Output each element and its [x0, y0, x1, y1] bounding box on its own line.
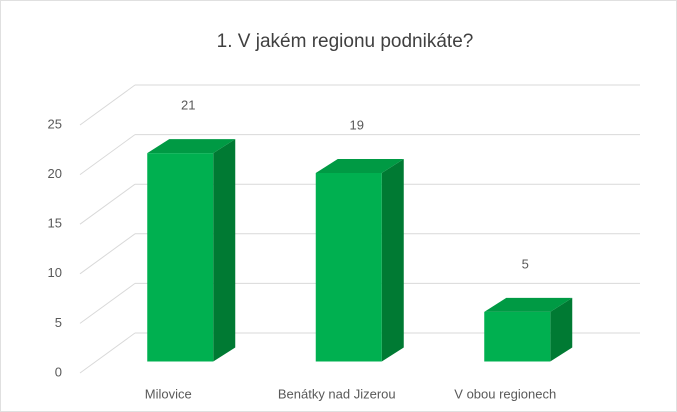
grid-line	[79, 282, 136, 324]
bar-front	[147, 153, 214, 362]
y-tick-label: 20	[48, 166, 62, 181]
bar	[484, 297, 573, 362]
data-label: 5	[522, 256, 529, 271]
bar-side	[381, 159, 404, 362]
bar-side	[550, 297, 573, 362]
x-tick-label: Milovice	[145, 386, 192, 401]
bar-front	[315, 173, 382, 362]
bar-top	[484, 297, 573, 312]
bar-front	[484, 311, 551, 362]
grid-line	[79, 332, 136, 374]
x-tick-label: V obou regionech	[454, 386, 556, 401]
grid-line	[79, 183, 136, 225]
y-tick-label: 25	[48, 116, 62, 131]
bar	[147, 139, 236, 362]
bar-top	[147, 139, 236, 154]
grid-line	[79, 134, 136, 176]
grid-line	[79, 84, 136, 126]
y-tick-label: 10	[48, 265, 62, 280]
data-label: 19	[350, 117, 364, 132]
bar-top	[315, 159, 404, 174]
grid-line	[79, 233, 136, 275]
data-label: 21	[181, 98, 195, 113]
y-tick-label: 15	[48, 216, 62, 231]
y-tick-label: 5	[55, 315, 62, 330]
x-tick-label: Benátky nad Jizerou	[278, 386, 396, 401]
bar-side	[213, 139, 236, 362]
bar	[315, 159, 404, 362]
y-tick-label: 0	[55, 364, 62, 379]
chart-title: 1. V jakém regionu podnikáte?	[217, 31, 474, 52]
